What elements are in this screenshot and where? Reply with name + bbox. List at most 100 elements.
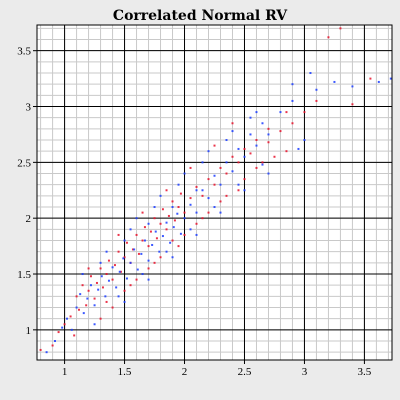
scatter-point — [261, 122, 264, 125]
scatter-point — [189, 166, 192, 169]
scatter-point — [231, 130, 234, 133]
y-tick-label: 2.5 — [17, 157, 31, 169]
scatter-point — [285, 150, 288, 153]
scatter-point — [225, 194, 228, 197]
scatter-point — [143, 239, 146, 242]
scatter-point — [213, 183, 216, 186]
scatter-point — [249, 133, 252, 136]
scatter-point — [111, 278, 114, 281]
scatter-point — [177, 245, 180, 248]
scatter-point — [100, 275, 103, 278]
scatter-point — [105, 300, 108, 303]
scatter-point — [171, 239, 174, 242]
scatter-point — [179, 232, 182, 235]
scatter-point — [135, 217, 138, 220]
scatter-point — [149, 230, 152, 233]
scatter-point — [69, 315, 72, 318]
scatter-point — [243, 178, 246, 181]
x-tick-label: 3 — [302, 366, 308, 378]
scatter-point — [267, 133, 270, 136]
scatter-point — [119, 270, 122, 273]
scatter-point — [65, 317, 68, 320]
scatter-point — [129, 284, 132, 287]
scatter-point — [51, 344, 54, 347]
scatter-point — [129, 261, 132, 264]
scatter-point — [135, 278, 138, 281]
scatter-point — [154, 230, 157, 233]
scatter-point — [117, 250, 120, 253]
scatter-point — [237, 189, 240, 192]
scatter-point — [99, 261, 102, 264]
scatter-point — [131, 248, 134, 251]
scatter-point — [151, 243, 154, 246]
scatter-point — [195, 233, 198, 236]
scatter-point — [183, 211, 186, 214]
scatter-point — [189, 228, 192, 231]
scatter-point — [165, 250, 168, 253]
scatter-point — [165, 228, 168, 231]
scatter-point — [159, 256, 162, 259]
scatter-point — [117, 233, 120, 236]
scatter-point — [201, 189, 204, 192]
scatter-point — [255, 111, 258, 114]
scatter-point — [327, 36, 330, 39]
scatter-point — [267, 141, 270, 144]
scatter-point — [89, 275, 92, 278]
scatter-point — [141, 211, 144, 214]
scatter-points — [39, 27, 392, 354]
scatter-point — [79, 293, 82, 296]
scatter-point — [85, 304, 88, 307]
scatter-point — [249, 152, 252, 155]
scatter-point — [201, 194, 204, 197]
x-axis-ticks: 1 1.5 2 2.5 3 3.5 — [62, 360, 372, 378]
scatter-point — [122, 257, 125, 260]
scatter-point — [153, 217, 156, 220]
scatter-point — [297, 147, 300, 150]
scatter-point — [136, 268, 139, 271]
scatter-point — [143, 226, 146, 229]
scatter-point — [118, 270, 121, 273]
scatter-point — [177, 206, 180, 209]
y-tick-label: 3.5 — [17, 46, 31, 58]
scatter-point — [225, 161, 228, 164]
scatter-point — [81, 273, 84, 276]
scatter-point — [189, 197, 192, 200]
scatter-point — [167, 214, 170, 217]
scatter-point — [87, 289, 90, 292]
scatter-point — [141, 239, 144, 242]
scatter-point — [261, 163, 264, 166]
scatter-point — [309, 72, 312, 75]
scatter-point — [161, 235, 164, 238]
scatter-point — [107, 279, 110, 282]
scatter-point — [87, 267, 90, 270]
scatter-point — [219, 183, 222, 186]
scatter-point — [213, 174, 216, 177]
scatter-point — [351, 103, 354, 106]
plot-area — [37, 25, 392, 360]
scatter-point — [279, 111, 282, 114]
scatter-point — [243, 147, 246, 150]
scatter-point — [231, 155, 234, 158]
scatter-point — [171, 200, 174, 203]
scatter-point — [89, 284, 92, 287]
scatter-point — [81, 284, 84, 287]
scatter-point — [225, 139, 228, 142]
scatter-point — [225, 172, 228, 175]
scatter-point — [315, 88, 318, 91]
scatter-point — [183, 217, 186, 220]
y-tick-label: 3 — [26, 102, 32, 114]
scatter-point — [147, 267, 150, 270]
scatter-point — [95, 281, 98, 284]
scatter-point — [97, 288, 100, 291]
scatter-point — [123, 289, 126, 292]
scatter-point — [213, 144, 216, 147]
scatter-point — [201, 161, 204, 164]
scatter-point — [115, 286, 118, 289]
scatter-point — [172, 226, 175, 229]
scatter-point — [101, 286, 104, 289]
scatter-point — [93, 323, 96, 326]
scatter-point — [39, 348, 42, 351]
scatter-point — [219, 166, 222, 169]
scatter-point — [165, 221, 168, 224]
major-grid — [37, 25, 392, 360]
